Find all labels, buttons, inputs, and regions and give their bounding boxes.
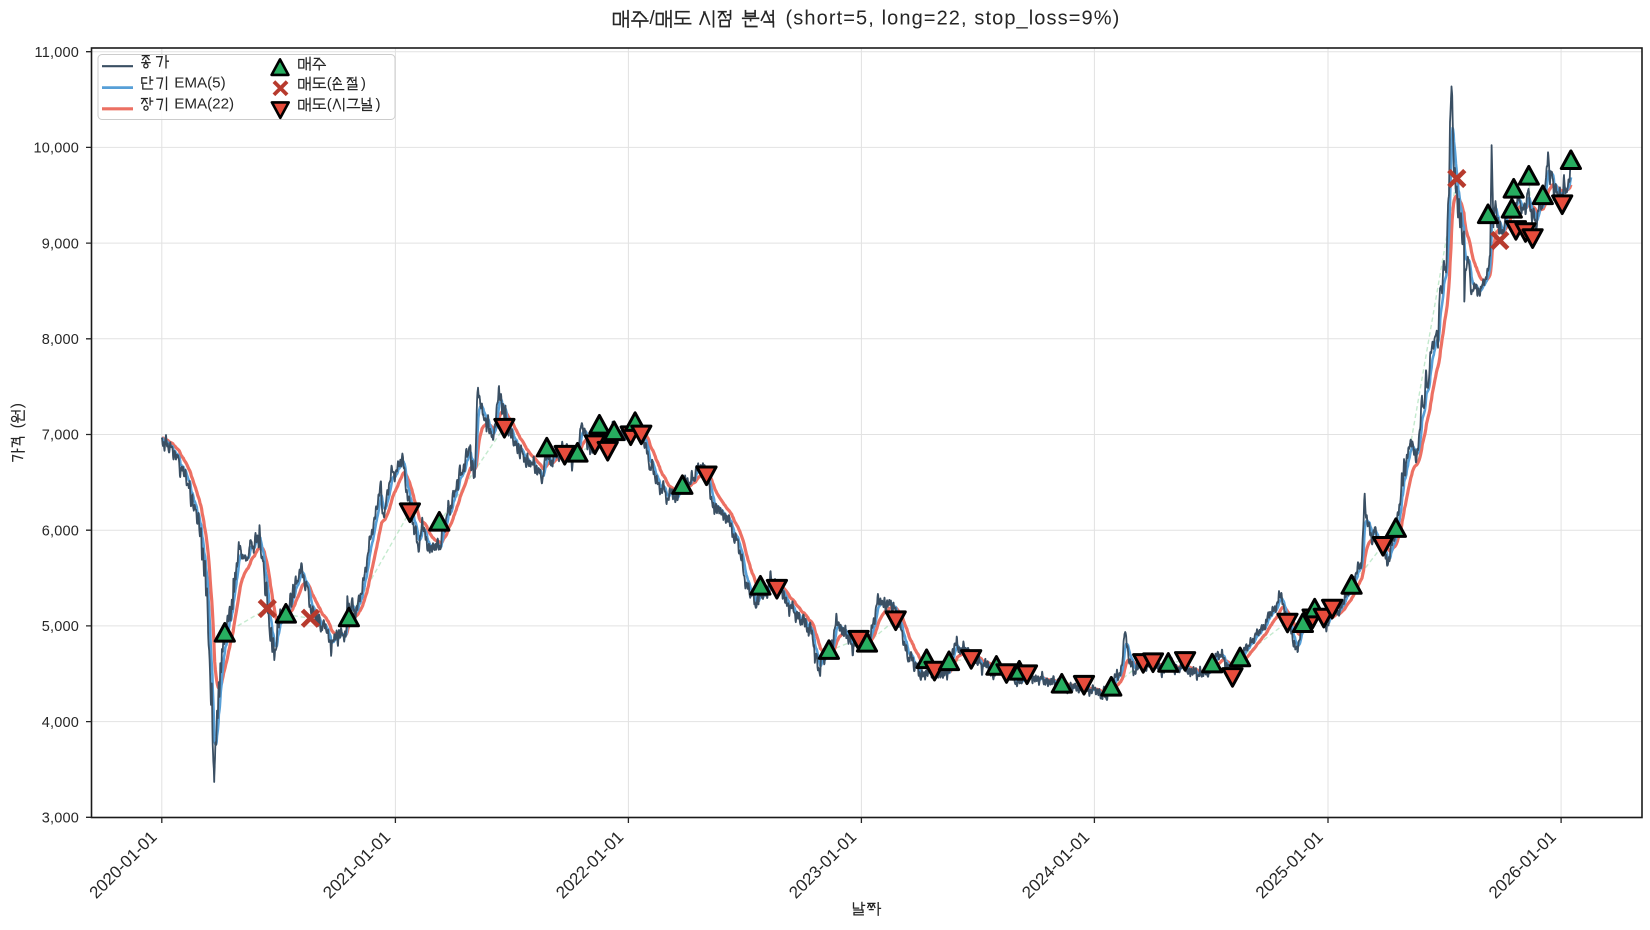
svg-text:7,000: 7,000 bbox=[42, 428, 79, 444]
svg-text:): ) bbox=[9, 403, 26, 408]
svg-text:6,000: 6,000 bbox=[42, 523, 79, 539]
svg-text:4,000: 4,000 bbox=[42, 715, 79, 731]
svg-text:EMA(22): EMA(22) bbox=[174, 96, 234, 113]
svg-text:10,000: 10,000 bbox=[33, 141, 79, 157]
svg-text:/: / bbox=[649, 7, 655, 29]
svg-text:3,000: 3,000 bbox=[42, 811, 79, 827]
svg-text:EMA(5): EMA(5) bbox=[174, 74, 225, 91]
svg-text:): ) bbox=[376, 96, 381, 113]
svg-text:(short=5, long=22, stop_loss=9: (short=5, long=22, stop_loss=9%) bbox=[779, 8, 1121, 30]
svg-text:8,000: 8,000 bbox=[42, 332, 79, 348]
svg-text:(: ( bbox=[327, 96, 332, 113]
svg-text:5,000: 5,000 bbox=[42, 619, 79, 635]
svg-text:11,000: 11,000 bbox=[35, 45, 79, 61]
svg-text:): ) bbox=[361, 75, 366, 92]
svg-text:(: ( bbox=[9, 422, 26, 428]
svg-text:9,000: 9,000 bbox=[42, 236, 79, 252]
svg-text:(: ( bbox=[327, 75, 332, 92]
